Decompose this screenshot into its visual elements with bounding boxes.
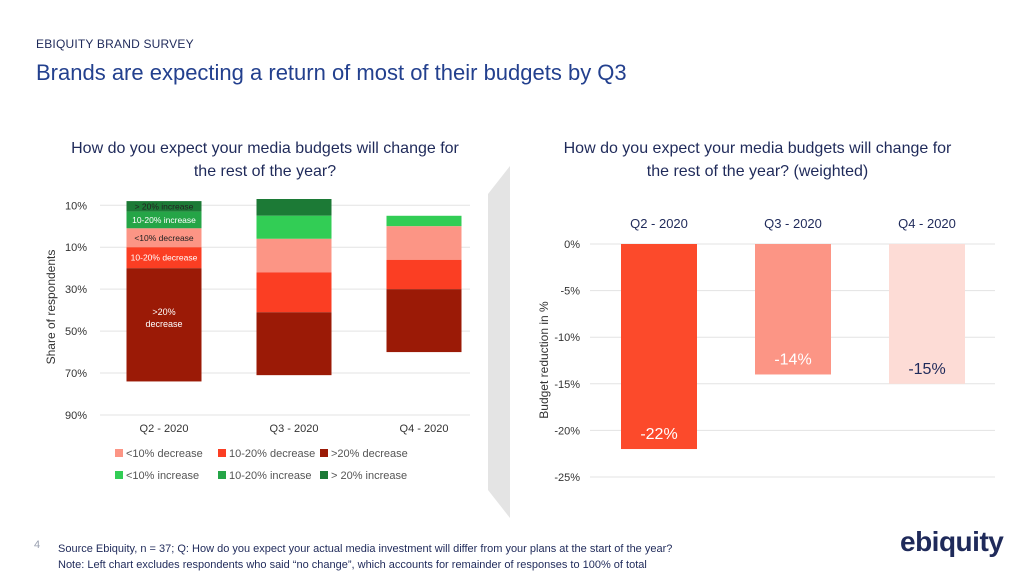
right-y-tick-label: -25% [554, 472, 580, 484]
right-bar-q2-2020 [621, 244, 697, 450]
left-bar-data-label: 10-20% decrease [131, 253, 198, 263]
left-bar-q4-2020-10-decrease [386, 226, 462, 260]
legend-swatch-20-decrease [320, 449, 328, 457]
left-bar-data-label: >20% [152, 307, 175, 317]
left-bar-data-label: 10-20% increase [132, 215, 196, 225]
left-bar-q3-2020-10-20-decrease [256, 272, 332, 313]
left-y-tick-label: 30% [65, 284, 87, 296]
legend-swatch-10-increase [115, 471, 123, 479]
right-y-tick-label: -10% [554, 332, 580, 344]
legend-label-20-decrease: >20% decrease [331, 448, 408, 460]
left-chart-title: How do you expect your media budgets wil… [71, 140, 459, 180]
left-x-tick-label: Q4 - 2020 [400, 423, 449, 435]
right-y-axis-title: Budget reduction in % [537, 301, 551, 419]
right-bar-q3-2020 [755, 244, 831, 375]
left-y-axis-title: Share of respondents [44, 250, 58, 365]
page-number: 4 [34, 539, 41, 551]
right-bar-q4-2020 [889, 244, 965, 384]
left-y-tick-label: 10% [65, 200, 87, 212]
left-x-tick-label: Q3 - 2020 [270, 423, 319, 435]
legend-label-10-20-decrease: 10-20% decrease [229, 448, 315, 460]
right-y-tick-label: -20% [554, 425, 580, 437]
left-bar-q4-2020-10-increase [386, 215, 462, 227]
left-y-tick-label: 50% [65, 326, 87, 338]
right-bar-value-label: -22% [640, 426, 677, 443]
left-bar-q2-2020-20-decrease [126, 268, 202, 382]
left-bar-data-label: decrease [145, 319, 182, 329]
left-y-tick-label: 70% [65, 368, 87, 380]
left-bar-q3-2020-20-decrease [256, 312, 332, 376]
legend-swatch-10-decrease [115, 449, 123, 457]
right-x-tick-label: Q3 - 2020 [764, 216, 822, 231]
left-bar-q4-2020-10-20-decrease [386, 259, 462, 290]
left-x-tick-label: Q2 - 2020 [140, 423, 189, 435]
right-y-tick-label: -15% [554, 379, 580, 391]
legend-label-20-increase: > 20% increase [331, 470, 407, 482]
legend-label-10-decrease: <10% decrease [126, 448, 203, 460]
left-y-tick-label: 10% [65, 242, 87, 254]
left-bar-q3-2020-10-increase [256, 215, 332, 239]
right-bar-value-label: -15% [908, 361, 945, 378]
right-chart-title: How do you expect your media budgets wil… [563, 140, 952, 180]
source-note: Source Ebiquity, n = 37; Q: How do you e… [58, 541, 672, 573]
left-bar-q2-2020-10-20-increase [126, 211, 202, 229]
left-bar-q3-2020-10-decrease [256, 238, 332, 273]
left-bar-q2-2020-10-decrease [126, 228, 202, 248]
left-bar-q2-2020-10-20-decrease [126, 247, 202, 269]
left-bar-data-label: <10% decrease [134, 233, 194, 243]
left-bar-q3-2020-20-increase [256, 199, 332, 216]
legend-swatch-20-increase [320, 471, 328, 479]
source-text: Source Ebiquity, n = 37; Q: How do you e… [58, 543, 673, 555]
right-x-tick-label: Q4 - 2020 [898, 216, 956, 231]
left-bar-data-label: > 20% increase [135, 201, 194, 211]
legend-swatch-10-20-increase [218, 471, 226, 479]
right-y-tick-label: 0% [564, 239, 580, 251]
ebiquity-logo: ebiquity [900, 526, 1004, 557]
right-x-tick-label: Q2 - 2020 [630, 216, 688, 231]
note-text: Note: Left chart excludes respondents wh… [58, 559, 647, 571]
left-bar-q4-2020-20-decrease [386, 289, 462, 353]
right-y-tick-label: -5% [560, 286, 580, 298]
legend-label-10-20-increase: 10-20% increase [229, 470, 312, 482]
survey-kicker: EBIQUITY BRAND SURVEY [36, 37, 194, 51]
page-title: Brands are expecting a return of most of… [36, 60, 627, 85]
left-y-tick-label: 90% [65, 410, 87, 422]
right-bar-value-label: -14% [774, 351, 811, 368]
legend-label-10-increase: <10% increase [126, 470, 199, 482]
left-bar-q2-2020-20-increase [126, 201, 202, 212]
legend-swatch-10-20-decrease [218, 449, 226, 457]
